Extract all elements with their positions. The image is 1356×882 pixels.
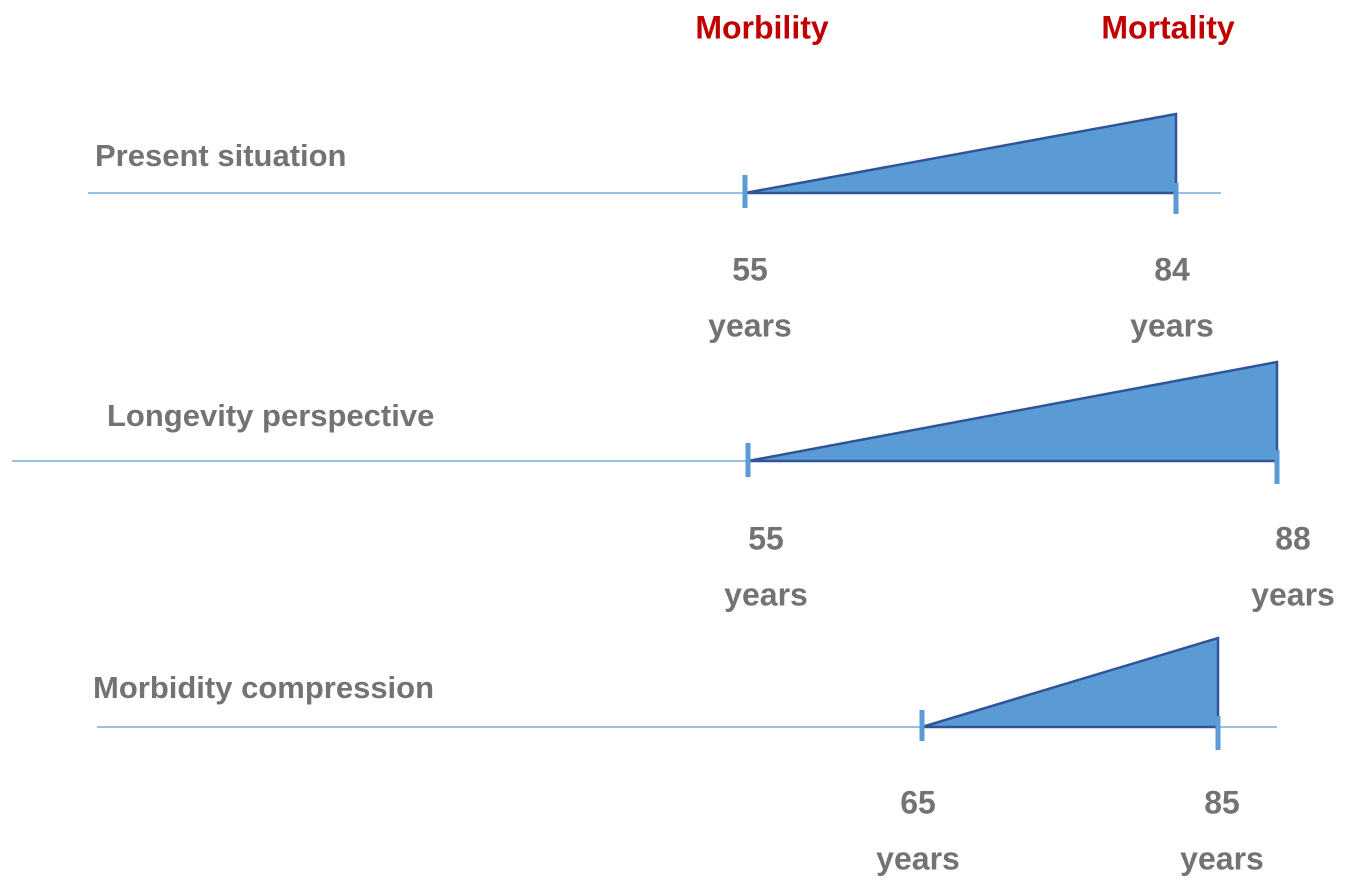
row-label: Morbidity compression — [93, 670, 434, 705]
end-unit: years — [1251, 576, 1335, 612]
start-age: 55 — [732, 251, 768, 287]
row-label: Present situation — [95, 138, 347, 173]
start-unit: years — [876, 840, 960, 876]
end-age: 88 — [1275, 520, 1311, 556]
morbidity-wedge — [747, 360, 1279, 463]
row-label: Longevity perspective — [107, 398, 434, 433]
start-age: 55 — [748, 520, 784, 556]
row: Present situation 55 years 84 years — [88, 112, 1221, 343]
morbidity-wedge — [744, 112, 1178, 195]
row: Morbidity compression 65 years 85 years — [93, 636, 1277, 876]
end-unit: years — [1130, 307, 1214, 343]
start-age: 65 — [900, 784, 936, 820]
start-unit: years — [724, 576, 808, 612]
end-unit: years — [1180, 840, 1264, 876]
morbidity-wedge — [921, 636, 1220, 729]
header-mortality: Mortality — [1101, 9, 1235, 45]
row: Longevity perspective 55 years 88 years — [12, 360, 1335, 612]
end-age: 84 — [1154, 251, 1190, 287]
start-unit: years — [708, 307, 792, 343]
header-morbility: Morbility — [695, 9, 829, 45]
end-age: 85 — [1204, 784, 1240, 820]
